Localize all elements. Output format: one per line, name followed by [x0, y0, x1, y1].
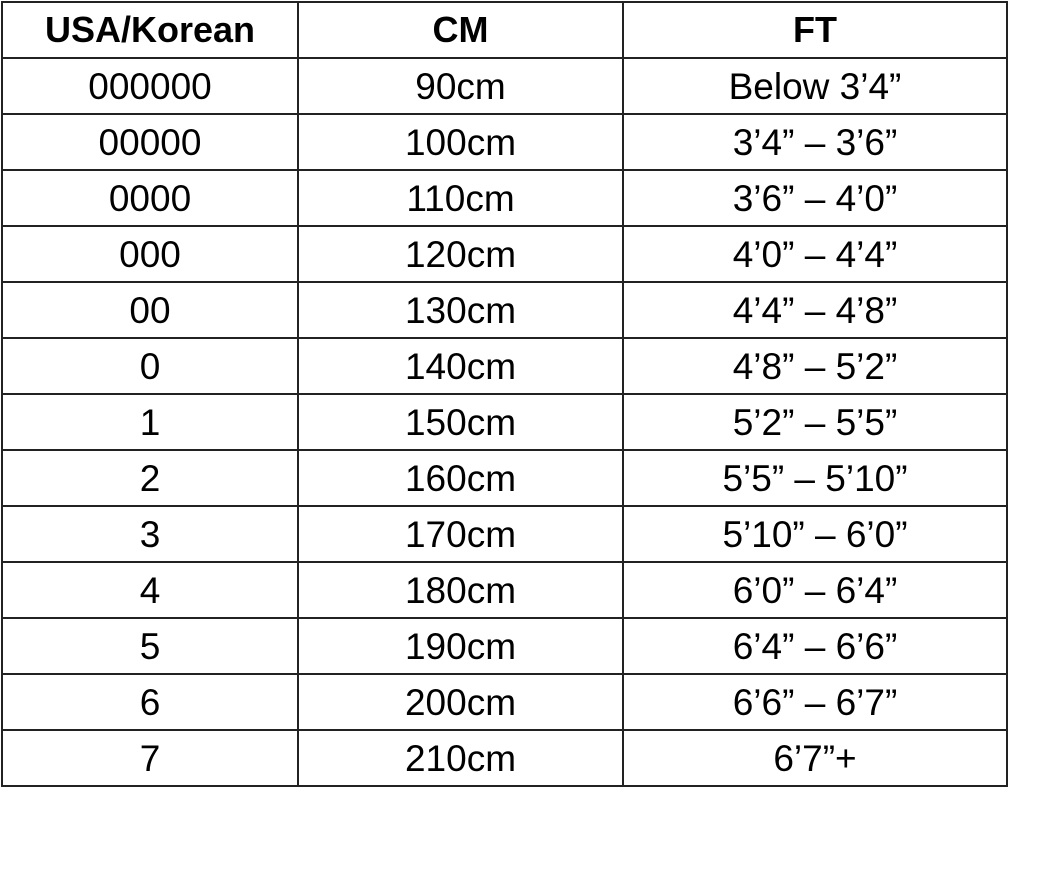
table-row: 3 170cm 5’10” – 6’0”: [1, 505, 1008, 563]
cm-cell: 160cm: [297, 449, 624, 507]
cm-cell: 130cm: [297, 281, 624, 339]
size-cell: 0: [1, 337, 299, 395]
table-row: 0000 110cm 3’6” – 4’0”: [1, 169, 1008, 227]
size-cell: 5: [1, 617, 299, 675]
size-cell: 1: [1, 393, 299, 451]
size-cell: 3: [1, 505, 299, 563]
cm-cell: 100cm: [297, 113, 624, 171]
table-row: 000000 90cm Below 3’4”: [1, 57, 1008, 115]
size-chart-table: USA/Korean CM FT 000000 90cm Below 3’4” 000…: [1, 1, 1008, 787]
header-ft: FT: [622, 1, 1008, 59]
ft-cell: 6’4” – 6’6”: [622, 617, 1008, 675]
ft-cell: 3’4” – 3’6”: [622, 113, 1008, 171]
cm-cell: 170cm: [297, 505, 624, 563]
table-row: 00000 100cm 3’4” – 3’6”: [1, 113, 1008, 171]
table-row: 00 130cm 4’4” – 4’8”: [1, 281, 1008, 339]
table-row: 5 190cm 6’4” – 6’6”: [1, 617, 1008, 675]
size-cell: 4: [1, 561, 299, 619]
cm-cell: 120cm: [297, 225, 624, 283]
header-cm: CM: [297, 1, 624, 59]
table-row: 6 200cm 6’6” – 6’7”: [1, 673, 1008, 731]
size-cell: 00: [1, 281, 299, 339]
cm-cell: 190cm: [297, 617, 624, 675]
size-cell: 000000: [1, 57, 299, 115]
cm-cell: 200cm: [297, 673, 624, 731]
cm-cell: 140cm: [297, 337, 624, 395]
ft-cell: 5’5” – 5’10”: [622, 449, 1008, 507]
table-row: 0 140cm 4’8” – 5’2”: [1, 337, 1008, 395]
size-cell: 00000: [1, 113, 299, 171]
ft-cell: 6’6” – 6’7”: [622, 673, 1008, 731]
cm-cell: 90cm: [297, 57, 624, 115]
size-cell: 6: [1, 673, 299, 731]
table-row: 1 150cm 5’2” – 5’5”: [1, 393, 1008, 451]
ft-cell: 6’0” – 6’4”: [622, 561, 1008, 619]
table-row: 7 210cm 6’7”+: [1, 729, 1008, 787]
ft-cell: 4’8” – 5’2”: [622, 337, 1008, 395]
ft-cell: 5’2” – 5’5”: [622, 393, 1008, 451]
table-row: 4 180cm 6’0” – 6’4”: [1, 561, 1008, 619]
size-cell: 7: [1, 729, 299, 787]
ft-cell: 6’7”+: [622, 729, 1008, 787]
cm-cell: 210cm: [297, 729, 624, 787]
header-row: USA/Korean CM FT: [1, 1, 1008, 59]
ft-cell: Below 3’4”: [622, 57, 1008, 115]
cm-cell: 180cm: [297, 561, 624, 619]
cm-cell: 150cm: [297, 393, 624, 451]
ft-cell: 4’0” – 4’4”: [622, 225, 1008, 283]
size-cell: 2: [1, 449, 299, 507]
cm-cell: 110cm: [297, 169, 624, 227]
header-usa-korean: USA/Korean: [1, 1, 299, 59]
table-row: 000 120cm 4’0” – 4’4”: [1, 225, 1008, 283]
ft-cell: 4’4” – 4’8”: [622, 281, 1008, 339]
size-cell: 000: [1, 225, 299, 283]
ft-cell: 3’6” – 4’0”: [622, 169, 1008, 227]
table-row: 2 160cm 5’5” – 5’10”: [1, 449, 1008, 507]
ft-cell: 5’10” – 6’0”: [622, 505, 1008, 563]
size-cell: 0000: [1, 169, 299, 227]
